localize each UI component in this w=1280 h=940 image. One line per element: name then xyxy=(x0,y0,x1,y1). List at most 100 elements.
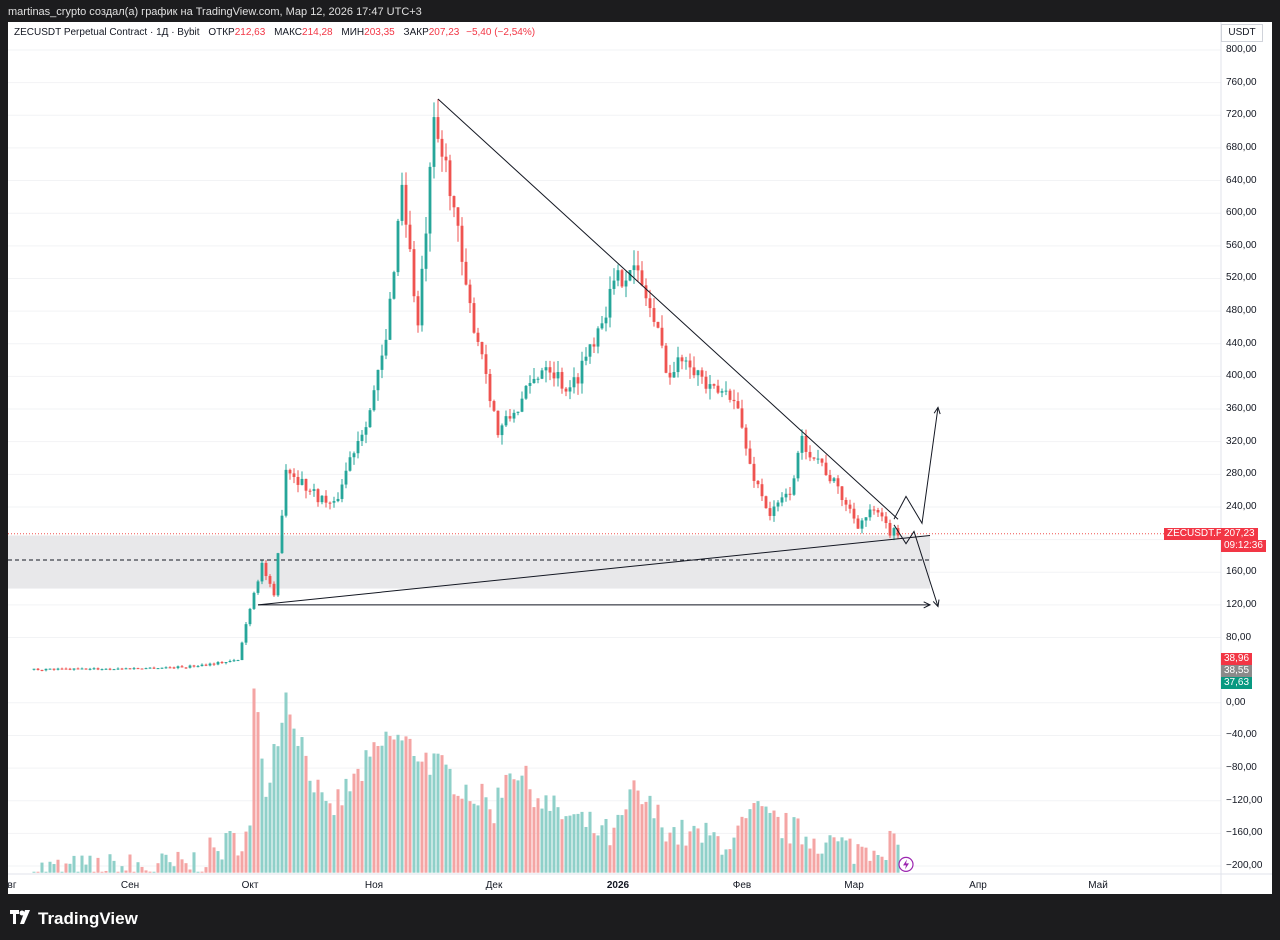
candle-body xyxy=(408,224,412,250)
candle-body xyxy=(380,355,384,370)
volume-bar xyxy=(752,803,756,873)
candle-body xyxy=(220,662,224,664)
candle-body xyxy=(872,509,876,511)
volume-bar xyxy=(604,819,608,873)
candle-body xyxy=(820,458,824,463)
volume-bar xyxy=(136,862,140,873)
candle-body xyxy=(780,497,784,503)
candle-body xyxy=(404,184,408,225)
candle-body xyxy=(544,367,548,371)
volume-bar xyxy=(548,810,552,873)
candle-body xyxy=(452,196,456,208)
candle-body xyxy=(56,668,60,670)
candle-body xyxy=(828,475,832,482)
candle-body xyxy=(864,517,868,521)
candle-body xyxy=(840,486,844,501)
volume-bar xyxy=(844,840,848,873)
time-tick-label: вг xyxy=(7,880,17,891)
volume-bar xyxy=(340,805,344,873)
volume-bar xyxy=(668,832,672,873)
candle-body xyxy=(504,416,508,426)
candle-body xyxy=(664,345,668,373)
candle-body xyxy=(564,388,568,392)
price-tick-label: 800,00 xyxy=(1226,44,1257,55)
volume-bar xyxy=(348,791,352,873)
volume-bar xyxy=(472,803,476,873)
volume-bar xyxy=(68,863,72,873)
candle-body xyxy=(44,668,48,671)
volume-bar xyxy=(328,803,332,873)
volume-bar xyxy=(84,864,88,873)
volume-bar xyxy=(840,837,844,873)
time-tick-label: Апр xyxy=(969,880,987,891)
volume-bar xyxy=(488,809,492,873)
candle-body xyxy=(668,372,672,378)
close-value: 207,23 xyxy=(428,27,460,38)
volume-bar xyxy=(288,714,292,873)
volume-bar xyxy=(148,871,152,873)
candle-body xyxy=(740,408,744,428)
time-tick-label: Май xyxy=(1088,880,1108,891)
tradingview-logo[interactable]: TradingView xyxy=(10,909,138,929)
volume-bar xyxy=(252,688,256,873)
volume-bar xyxy=(848,838,852,873)
candle-body xyxy=(608,288,612,318)
volume-bar xyxy=(632,780,636,873)
volume-bar xyxy=(600,825,604,873)
volume-bar xyxy=(56,859,60,873)
volume-bar xyxy=(364,750,368,873)
price-tick-label: 360,00 xyxy=(1226,403,1257,415)
volume-bar xyxy=(880,856,884,873)
volume-bar xyxy=(808,848,812,873)
chart-frame[interactable] xyxy=(8,22,1272,894)
volume-bar xyxy=(104,870,108,873)
candle-body xyxy=(748,448,752,464)
candle-body xyxy=(132,668,136,670)
candle-body xyxy=(352,453,356,458)
candle-body xyxy=(440,138,444,157)
low-value: 203,35 xyxy=(364,27,395,38)
candle-body xyxy=(548,367,552,373)
candle-body xyxy=(224,662,228,664)
candle-body xyxy=(536,378,540,380)
price-tick-label: 160,00 xyxy=(1226,566,1257,578)
volume-bar xyxy=(428,774,432,873)
currency-button[interactable]: USDT xyxy=(1221,24,1263,42)
volume-bar xyxy=(888,830,892,873)
volume-bar xyxy=(96,857,100,873)
volume-bar xyxy=(168,862,172,873)
candle-body xyxy=(296,476,300,485)
chart-canvas[interactable] xyxy=(8,22,1272,894)
volume-bar xyxy=(172,866,176,873)
volume-bar xyxy=(744,818,748,873)
volume-bar xyxy=(312,792,316,873)
candle-body xyxy=(604,317,608,324)
lightning-icon-glyph xyxy=(903,859,909,870)
candle-body xyxy=(488,373,492,402)
candle-body xyxy=(836,478,840,487)
candle-body xyxy=(192,665,196,667)
volume-bar xyxy=(756,801,760,873)
volume-bar xyxy=(240,851,244,873)
volume-bar xyxy=(116,871,120,873)
volume-bar xyxy=(724,849,728,873)
price-tick-label: 680,00 xyxy=(1226,141,1257,153)
candle-body xyxy=(392,272,396,299)
volume-bar xyxy=(608,845,612,873)
volume-bar xyxy=(688,831,692,873)
volume-bar xyxy=(344,778,348,873)
volume-bar xyxy=(860,846,864,873)
volume-bar xyxy=(360,780,364,873)
candle-body xyxy=(64,668,68,670)
candle-body xyxy=(96,668,100,670)
time-tick-label: Фев xyxy=(732,880,752,891)
volume-bar xyxy=(528,789,532,873)
arrowhead-icon xyxy=(932,599,940,608)
volume-bar xyxy=(468,801,472,873)
countdown-tag: 09:12:36 xyxy=(1221,539,1266,552)
volume-bar xyxy=(820,853,824,873)
price-tick-label: 0,00 xyxy=(1226,696,1246,708)
candle-body xyxy=(256,581,260,593)
candle-body xyxy=(880,512,884,517)
candle-body xyxy=(568,387,572,392)
